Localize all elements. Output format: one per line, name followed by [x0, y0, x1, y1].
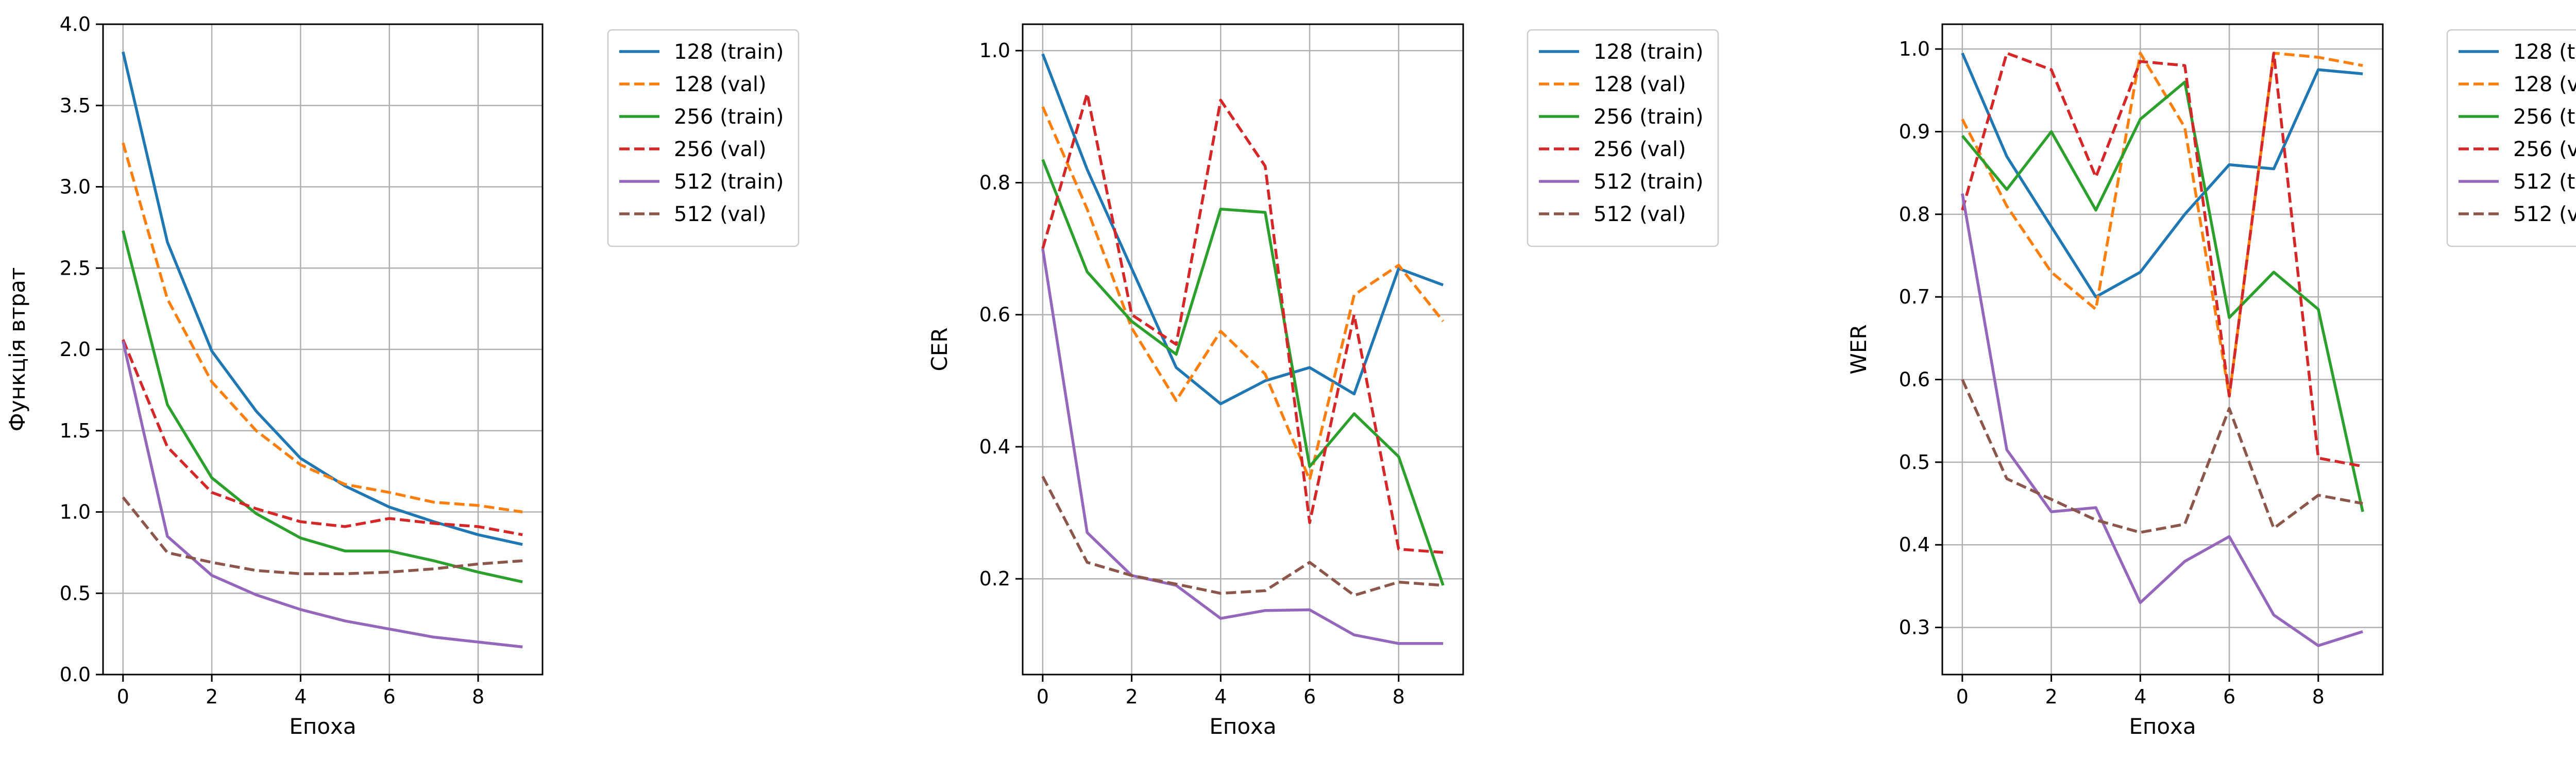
x-tick-label: 8 — [1393, 685, 1405, 708]
series-line-128-val — [1961, 52, 2363, 398]
series-line-128-train — [122, 51, 523, 546]
legend-label-256-val: 256 (val) — [1594, 138, 1686, 161]
x-tick-label: 2 — [2045, 685, 2057, 708]
y-tick-label: 0.8 — [1899, 203, 1930, 226]
series-line-512-train — [122, 341, 523, 649]
plot-frame — [1022, 23, 1464, 676]
x-tick-label: 8 — [2312, 685, 2325, 708]
y-axis-label: Функція втрат — [5, 267, 30, 432]
series-line-512-val — [1961, 379, 2363, 534]
x-tick-label: 4 — [294, 685, 307, 708]
series-group — [1961, 52, 2364, 647]
chart-loss: 0 2 4 6 8 0.0 0.5 1.0 1.5 2.0 2.5 3.0 3.5 4.0 Епоха Фун… — [5, 13, 800, 739]
series-line-512-train — [1041, 248, 1444, 645]
series-line-512-train — [1961, 193, 2363, 647]
legend-label-128-train: 128 (train) — [674, 40, 784, 64]
series-line-256-train — [1961, 80, 2364, 512]
y-tick-label: 0.9 — [1899, 120, 1930, 143]
chart-wer: 0 2 4 6 8 0.3 0.4 0.5 0.6 0.7 0.8 0.9 1.0 Епоха WER 128… — [1846, 23, 2576, 739]
legend-label-512-train: 512 (train) — [1594, 170, 1703, 194]
legend-label-256-val: 256 (val) — [674, 138, 767, 161]
series-line-128-train — [1041, 53, 1444, 406]
legend-label-256-val: 256 (val) — [2513, 138, 2576, 161]
x-tick-label: 2 — [206, 685, 218, 708]
legend-label-128-val: 128 (val) — [2513, 73, 2576, 96]
series-line-128-train — [1961, 53, 2363, 298]
legend: 128 (train) 128 (val) 256 (train) 256 (val)… — [2446, 29, 2576, 247]
x-tick-label: 8 — [472, 685, 484, 708]
y-tick-label: 3.0 — [60, 176, 91, 198]
series-line-256-val — [1961, 52, 2363, 468]
legend-label-128-val: 128 (val) — [1594, 73, 1686, 96]
y-axis-label: WER — [1846, 324, 1871, 374]
x-tick-label: 0 — [1037, 685, 1049, 708]
x-axis-label: Епоха — [1209, 714, 1276, 739]
x-tick-label: 4 — [2134, 685, 2146, 708]
x-axis-label: Епоха — [2129, 714, 2196, 739]
legend-label-128-train: 128 (train) — [2513, 40, 2576, 64]
y-tick-label: 1.0 — [60, 501, 91, 524]
series-line-256-train — [1041, 159, 1445, 586]
charts-root: 0 2 4 6 8 0.0 0.5 1.0 1.5 2.0 2.5 3.0 3.5 4.0 Епоха Фун… — [5, 13, 2576, 739]
y-tick-label: 2.0 — [60, 338, 91, 361]
legend-label-512-val: 512 (val) — [674, 203, 767, 226]
x-tick-label: 6 — [2223, 685, 2235, 708]
y-tick-label: 0.5 — [60, 582, 91, 604]
series-group — [1041, 53, 1445, 645]
y-tick-label: 0.8 — [979, 171, 1010, 194]
series-line-512-val — [122, 496, 523, 576]
y-tick-label: 1.5 — [60, 419, 91, 442]
series-line-128-val — [1041, 106, 1445, 481]
y-tick-label: 3.5 — [60, 94, 91, 117]
legend-label-128-val: 128 (val) — [674, 73, 767, 96]
y-tick-label: 0.4 — [979, 435, 1010, 458]
series-line-256-val — [1041, 92, 1444, 554]
plot-frame — [1941, 23, 2384, 676]
y-tick-label: 4.0 — [60, 13, 91, 36]
y-tick-label: 0.0 — [60, 663, 91, 686]
legend-label-256-train: 256 (train) — [2513, 105, 2576, 129]
y-axis-label: CER — [927, 327, 952, 371]
x-axis-label: Епоха — [289, 714, 356, 739]
y-tick-label: 0.5 — [1899, 451, 1930, 474]
y-tick-label: 0.6 — [979, 304, 1010, 326]
x-tick-label: 4 — [1214, 685, 1227, 708]
legend: 128 (train) 128 (val) 256 (train) 256 (val)… — [607, 29, 800, 247]
series-line-128-val — [122, 142, 523, 514]
series-group — [122, 51, 523, 649]
legend-label-256-train: 256 (train) — [674, 105, 784, 129]
series-line-512-val — [1041, 476, 1444, 597]
x-tick-label: 2 — [1125, 685, 1138, 708]
legend: 128 (train) 128 (val) 256 (train) 256 (val)… — [1527, 29, 1719, 247]
x-tick-label: 6 — [383, 685, 396, 708]
x-tick-label: 0 — [117, 685, 129, 708]
y-tick-label: 0.4 — [1899, 533, 1930, 556]
y-tick-label: 0.3 — [1899, 616, 1930, 639]
y-tick-label: 2.5 — [60, 257, 91, 279]
y-tick-label: 1.0 — [1899, 38, 1930, 60]
y-tick-label: 1.0 — [979, 39, 1010, 62]
legend-label-512-train: 512 (train) — [674, 170, 784, 194]
legend-label-512-train: 512 (train) — [2513, 170, 2576, 194]
legend-label-512-val: 512 (val) — [1594, 203, 1686, 226]
legend-label-512-val: 512 (val) — [2513, 203, 2576, 226]
x-tick-label: 6 — [1303, 685, 1316, 708]
y-tick-label: 0.2 — [979, 567, 1010, 590]
y-tick-label: 0.6 — [1899, 368, 1930, 391]
y-tick-label: 0.7 — [1899, 285, 1930, 308]
x-tick-label: 0 — [1956, 685, 1969, 708]
legend-label-256-train: 256 (train) — [1594, 105, 1703, 129]
legend-label-128-train: 128 (train) — [1594, 40, 1703, 64]
